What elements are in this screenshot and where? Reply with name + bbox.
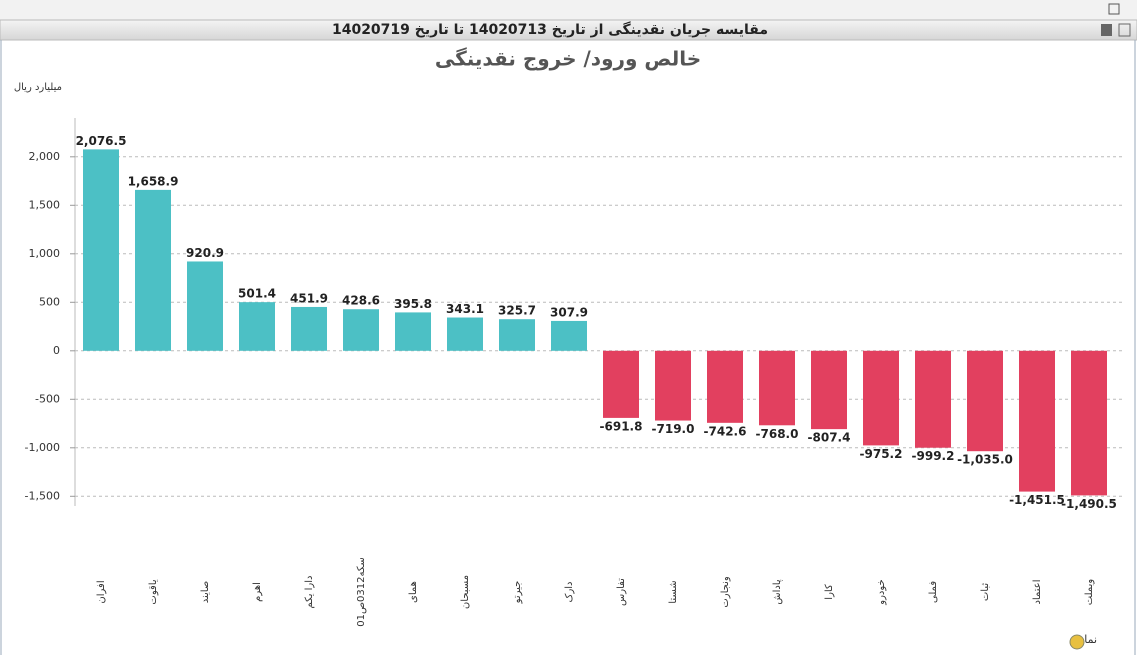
x-tick-label: فملی (928, 581, 939, 603)
bar (395, 312, 431, 351)
print-icon[interactable] (1101, 24, 1112, 36)
x-tick-label: کارا (824, 584, 835, 600)
x-tick-label: صایند (200, 581, 211, 604)
bar (135, 189, 171, 351)
x-tick-label: دارک (564, 581, 575, 602)
value-label: -1,451.5 (1009, 493, 1065, 507)
value-label: 325.7 (498, 304, 536, 318)
y-axis-title: میلیارد ریال (14, 82, 62, 93)
bar (291, 306, 327, 351)
bar (551, 320, 587, 351)
value-label: 428.6 (342, 294, 380, 308)
x-tick-label: سکه0312ص01 (356, 557, 367, 627)
y-tick-label: -1,500 (25, 489, 60, 502)
x-tick-label: شستا (668, 580, 679, 603)
bar (707, 350, 743, 423)
x-tick-label: تفارس (616, 578, 627, 606)
x-tick-label: اهرم (252, 582, 263, 602)
value-label: 920.9 (186, 246, 224, 260)
y-tick-label: -1,000 (25, 441, 60, 454)
bar (187, 261, 223, 351)
value-label: 343.1 (446, 302, 484, 316)
bar (863, 350, 899, 446)
value-label: 501.4 (238, 287, 276, 301)
value-label: -719.0 (652, 422, 695, 436)
x-tick-label: جیرتو (512, 581, 523, 605)
x-tick-label: اعتماد (1032, 579, 1043, 604)
value-label: 2,076.5 (76, 134, 127, 148)
x-tick-label: مسبحان (460, 575, 471, 609)
y-tick-label: 1,500 (29, 198, 61, 211)
value-label: 307.9 (550, 305, 588, 319)
bar (603, 350, 639, 418)
y-tick-label: 500 (39, 295, 60, 308)
value-label: 451.9 (290, 291, 328, 305)
top-bar (0, 0, 1137, 20)
x-tick-label: ثبات (980, 583, 991, 601)
value-label: -691.8 (600, 419, 643, 433)
x-tick-label: یاقوت (148, 579, 159, 604)
x-tick-label: پاداش (772, 579, 783, 604)
window-title: مقایسه جریان نقدینگی از تاریخ 14020713 ت… (332, 21, 768, 38)
x-tick-label: خودرو (876, 579, 887, 605)
bar (239, 302, 275, 351)
value-label: -768.0 (756, 427, 799, 441)
bar (447, 317, 483, 351)
x-tick-label: ونجارت (720, 576, 731, 608)
bar (1071, 350, 1107, 496)
value-label: -975.2 (860, 447, 903, 461)
y-tick-label: -500 (35, 392, 60, 405)
chart-title: خالص ورود/ خروج نقدینگی (435, 47, 701, 71)
symbol-icon[interactable] (1069, 634, 1085, 650)
bar (967, 350, 1003, 452)
header-bar (0, 19, 1137, 41)
value-label: -1,490.5 (1061, 497, 1117, 511)
bar (499, 319, 535, 351)
x-tick-label: دارا یکم (304, 576, 315, 609)
value-label: 395.8 (394, 297, 432, 311)
bar (655, 350, 691, 421)
value-label: -1,035.0 (957, 453, 1013, 467)
y-tick-label: 0 (53, 344, 60, 357)
x-tick-label: همای (408, 581, 419, 603)
value-label: -999.2 (912, 449, 955, 463)
x-tick-label: وبملت (1084, 579, 1095, 606)
x-tick-label: افران (96, 580, 107, 603)
bar (343, 309, 379, 351)
bar (811, 350, 847, 430)
export-icon[interactable] (1118, 23, 1131, 37)
value-label: -807.4 (808, 431, 851, 445)
maximize-button[interactable] (1108, 3, 1120, 15)
bar (759, 350, 795, 426)
bar (1019, 350, 1055, 492)
y-tick-label: 2,000 (29, 150, 61, 163)
value-label: -742.6 (704, 424, 747, 438)
y-tick-label: 1,000 (29, 247, 61, 260)
bar (83, 149, 119, 351)
bar (915, 350, 951, 448)
value-label: 1,658.9 (128, 174, 179, 188)
